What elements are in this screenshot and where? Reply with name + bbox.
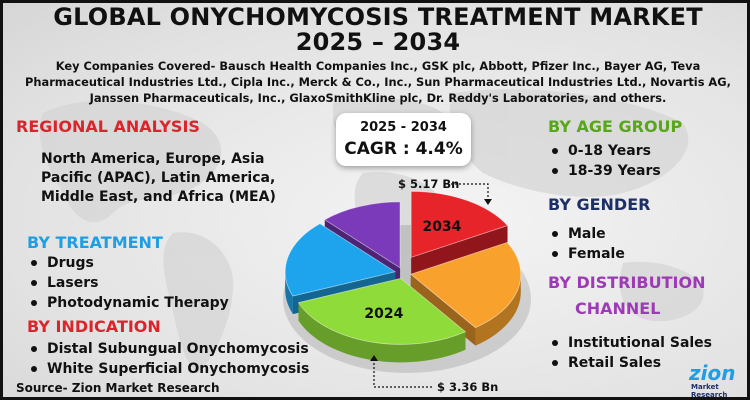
list-item: Male: [548, 224, 625, 244]
key-companies-text: Key Companies Covered- Bausch Health Com…: [25, 59, 731, 105]
annotation-arrow-2034: [451, 183, 489, 200]
list-item: Drugs: [27, 253, 229, 273]
zion-logo: zion Market Research: [689, 361, 747, 399]
list-item: Lasers: [27, 273, 229, 293]
pie-slice-2024: [297, 277, 467, 345]
list-item: White Superficial Onychomycosis: [27, 359, 309, 379]
indication-list: Distal Subungual Onychomycosis White Sup…: [27, 339, 309, 379]
pie-slice-3: [284, 223, 397, 297]
distribution-list: Institutional Sales Retail Sales: [548, 333, 712, 373]
logo-wordmark: zion: [689, 361, 736, 385]
annotation-arrowhead-2034: [484, 199, 492, 205]
pie-slice-side: [285, 271, 293, 315]
by-treatment-heading: BY TREATMENT: [27, 233, 163, 252]
market-pie-chart: 2034 2024: [283, 183, 531, 388]
logo-tagline: Market Research: [691, 383, 728, 399]
page-title: GLOBAL ONYCHOMYCOSIS TREATMENT MARKET 20…: [3, 3, 747, 56]
annotation-arrow-2024: [373, 359, 433, 388]
list-item: 18-39 Years: [548, 161, 661, 181]
list-item: Retail Sales: [548, 353, 712, 373]
by-gender-heading: BY GENDER: [548, 195, 651, 214]
list-item: 0-18 Years: [548, 141, 661, 161]
annotation-2034-value: $ 5.17 Bn: [398, 177, 460, 191]
source-text: Source- Zion Market Research: [16, 381, 220, 395]
cagr-value: CAGR : 4.4%: [344, 139, 463, 159]
annotation-2024-value: $ 3.36 Bn: [437, 380, 499, 394]
regional-analysis-text: North America, Europe, Asia Pacific (APA…: [41, 151, 276, 205]
cagr-period: 2025 - 2034: [360, 120, 447, 135]
list-item: Distal Subungual Onychomycosis: [27, 339, 309, 359]
pie-slice-label: 2034: [422, 219, 461, 235]
title-line-2: 2025 – 2034: [295, 28, 461, 56]
pie-slice-label: 2024: [364, 306, 403, 322]
pie-slice-4: [323, 201, 401, 269]
by-distribution-heading-line-1: BY DISTRIBUTION: [548, 273, 706, 292]
gender-list: Male Female: [548, 224, 625, 264]
list-item: Female: [548, 244, 625, 264]
list-item: Photodynamic Therapy: [27, 293, 229, 313]
pie-slice-1: [409, 241, 522, 329]
pie-slice-2034: [410, 190, 509, 258]
age-group-list: 0-18 Years 18-39 Years: [548, 141, 661, 181]
pie-slice-side: [298, 302, 466, 363]
treatment-list: Drugs Lasers Photodynamic Therapy: [27, 253, 229, 313]
regional-analysis-heading: REGIONAL ANALYSIS: [16, 117, 200, 136]
by-indication-heading: BY INDICATION: [27, 317, 161, 336]
by-distribution-heading-line-2: CHANNEL: [575, 299, 661, 318]
cagr-box: 2025 - 2034 CAGR : 4.4%: [336, 113, 471, 166]
annotation-arrowhead-2024: [370, 355, 378, 361]
title-line-1: GLOBAL ONYCHOMYCOSIS TREATMENT MARKET: [53, 3, 703, 31]
pie-slice-side: [475, 274, 521, 346]
list-item: Institutional Sales: [548, 333, 712, 353]
by-age-group-heading: BY AGE GROUP: [548, 117, 683, 136]
pie-slice-wall: [411, 225, 508, 276]
